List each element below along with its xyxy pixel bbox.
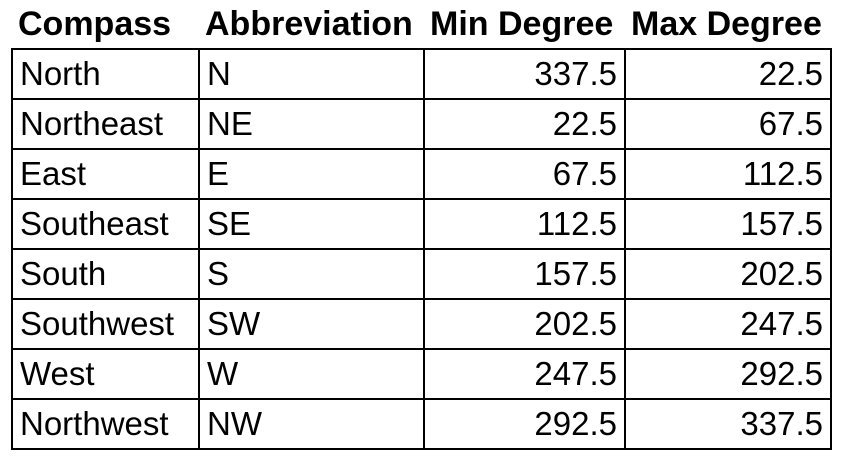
cell-max-degree: 22.5 [624, 48, 832, 100]
table-row-south: South S 157.5 202.5 [11, 248, 832, 300]
cell-compass: West [11, 348, 200, 400]
cell-max-degree: 157.5 [624, 198, 832, 250]
cell-min-degree: 157.5 [423, 248, 626, 300]
cell-compass: East [11, 148, 200, 200]
cell-max-degree: 247.5 [624, 298, 832, 350]
table-row-southeast: Southeast SE 112.5 157.5 [11, 198, 832, 250]
table-row-west: West W 247.5 292.5 [11, 348, 832, 400]
cell-abbreviation: SE [198, 198, 425, 250]
compass-directions-table: Compass Abbreviation Min Degree Max Degr… [11, 0, 832, 450]
table-row-southwest: Southwest SW 202.5 247.5 [11, 298, 832, 350]
cell-abbreviation: N [198, 48, 425, 100]
cell-min-degree: 67.5 [423, 148, 626, 200]
cell-compass: Southwest [11, 298, 200, 350]
cell-compass: Northeast [11, 98, 200, 150]
cell-abbreviation: W [198, 348, 425, 400]
cell-min-degree: 292.5 [423, 398, 626, 450]
cell-compass: Southeast [11, 198, 200, 250]
cell-compass: South [11, 248, 200, 300]
table-row-east: East E 67.5 112.5 [11, 148, 832, 200]
cell-abbreviation: SW [198, 298, 425, 350]
cell-min-degree: 247.5 [423, 348, 626, 400]
cell-abbreviation: NW [198, 398, 425, 450]
column-header-compass: Compass [18, 4, 172, 43]
cell-max-degree: 337.5 [624, 398, 832, 450]
table-row-northeast: Northeast NE 22.5 67.5 [11, 98, 832, 150]
cell-max-degree: 292.5 [624, 348, 832, 400]
table-row-northwest: Northwest NW 292.5 337.5 [11, 398, 832, 450]
column-header-min-degree: Min Degree [430, 4, 614, 43]
cell-abbreviation: S [198, 248, 425, 300]
column-header-abbreviation: Abbreviation [205, 4, 413, 43]
column-header-max-degree: Max Degree [631, 4, 822, 43]
cell-min-degree: 22.5 [423, 98, 626, 150]
cell-abbreviation: E [198, 148, 425, 200]
cell-max-degree: 112.5 [624, 148, 832, 200]
table-header-row: Compass Abbreviation Min Degree Max Degr… [12, 0, 831, 49]
table-row-north: North N 337.5 22.5 [11, 48, 832, 100]
cell-compass: Northwest [11, 398, 200, 450]
cell-max-degree: 202.5 [624, 248, 832, 300]
cell-min-degree: 337.5 [423, 48, 626, 100]
cell-abbreviation: NE [198, 98, 425, 150]
cell-compass: North [11, 48, 200, 100]
cell-min-degree: 112.5 [423, 198, 626, 250]
cell-min-degree: 202.5 [423, 298, 626, 350]
cell-max-degree: 67.5 [624, 98, 832, 150]
